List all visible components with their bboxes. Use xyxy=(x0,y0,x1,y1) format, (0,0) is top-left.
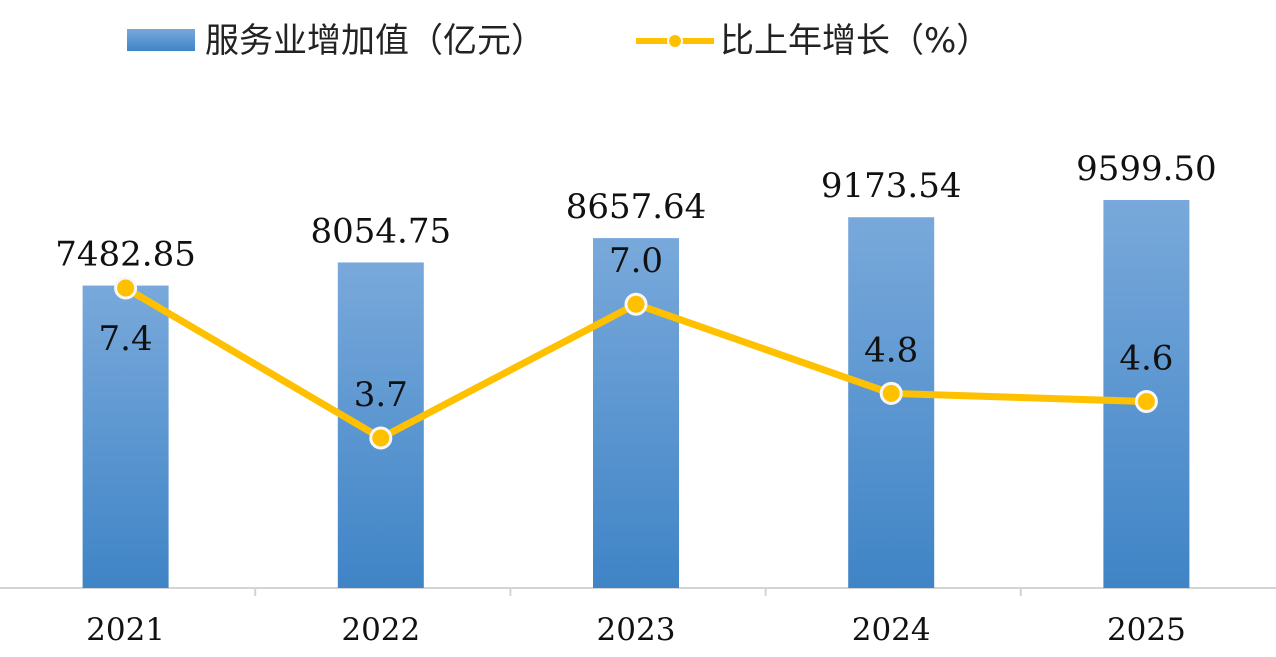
bar-2023 xyxy=(593,238,679,588)
legend-bar-swatch xyxy=(127,29,195,51)
growth-point-2022 xyxy=(369,426,393,450)
growth-value-label-2021: 7.4 xyxy=(99,319,153,359)
legend-line-marker xyxy=(667,33,683,49)
legend-line-label: 比上年增长（%） xyxy=(720,21,990,61)
growth-value-label-2022: 3.7 xyxy=(354,375,408,415)
legend-bar-label: 服务业增加值（亿元） xyxy=(205,21,545,61)
growth-point-2023 xyxy=(624,292,648,316)
x-tick-label-2025: 2025 xyxy=(1107,612,1186,648)
bar-value-label-2025: 9599.50 xyxy=(1076,149,1217,189)
bar-value-label-2022: 8054.75 xyxy=(310,211,451,251)
x-tick-label-2021: 2021 xyxy=(86,612,165,648)
growth-value-label-2025: 4.6 xyxy=(1119,339,1173,379)
growth-point-2025 xyxy=(1134,390,1158,414)
growth-value-label-2024: 4.8 xyxy=(864,330,918,370)
bar-value-label-2024: 9173.54 xyxy=(821,166,962,206)
bar-value-label-2023: 8657.64 xyxy=(566,187,707,227)
bar-labels: 7482.85 8054.75 8657.64 9173.54 9599.50 xyxy=(55,149,1216,275)
bar-2021 xyxy=(82,285,169,588)
x-axis-ticks: 2021 2022 2023 2024 2025 xyxy=(86,588,1186,648)
growth-value-label-2023: 7.0 xyxy=(609,241,663,281)
x-tick-label-2023: 2023 xyxy=(597,612,676,648)
bar-value-label-2021: 7482.85 xyxy=(55,235,196,275)
growth-point-2021 xyxy=(114,276,138,300)
growth-line-layer xyxy=(114,276,1158,450)
x-tick-label-2024: 2024 xyxy=(852,612,931,648)
x-tick-label-2022: 2022 xyxy=(341,612,420,648)
legend: 服务业增加值（亿元） 比上年增长（%） xyxy=(127,21,990,61)
line-labels: 7.4 3.7 7.0 4.8 4.6 xyxy=(99,241,1174,415)
growth-point-2024 xyxy=(879,381,903,405)
